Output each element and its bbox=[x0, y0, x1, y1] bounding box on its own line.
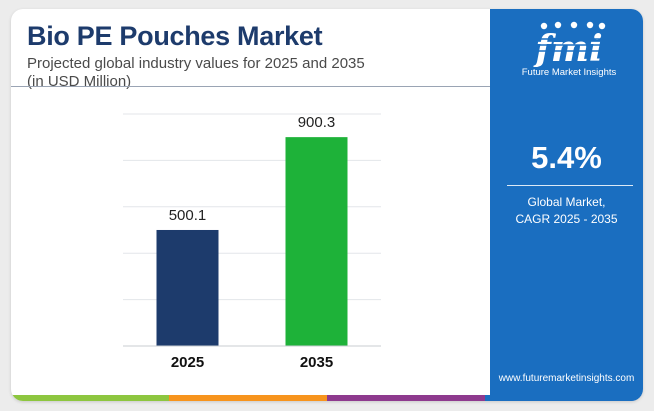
data-label-2035: 900.3 bbox=[298, 114, 336, 131]
subtitle-line-1: Projected global industry values for 202… bbox=[27, 55, 365, 72]
header-divider bbox=[11, 86, 490, 87]
bottom-bar-segment bbox=[327, 395, 485, 401]
infographic-card: Bio PE Pouches Market Projected global i… bbox=[11, 9, 643, 401]
x-tick-label-2035: 2035 bbox=[300, 354, 333, 371]
bottom-bar-segment bbox=[169, 395, 327, 401]
bottom-bar-segment bbox=[11, 395, 169, 401]
cagr-label-line-2: CAGR 2025 - 2035 bbox=[515, 212, 618, 226]
logo-wordmark: fmi bbox=[532, 28, 602, 67]
sidebar-panel: fmi Future Market Insights 5.4% Global M… bbox=[490, 9, 643, 401]
cagr-divider bbox=[507, 185, 633, 186]
chart-subtitle: Projected global industry values for 202… bbox=[27, 55, 365, 91]
fmi-logo: fmi Future Market Insights bbox=[514, 19, 624, 81]
bar-2035 bbox=[285, 137, 348, 346]
fmi-logo-icon: fmi bbox=[528, 21, 610, 70]
cagr-label-line-1: Global Market, bbox=[527, 195, 606, 209]
bottom-bar-segment bbox=[485, 395, 643, 401]
bar-2025 bbox=[156, 229, 219, 346]
x-tick-label-2025: 2025 bbox=[171, 354, 204, 371]
subtitle-line-2: (in USD Million) bbox=[27, 73, 132, 90]
data-label-2025: 500.1 bbox=[169, 207, 207, 224]
chart-title: Bio PE Pouches Market bbox=[27, 21, 323, 51]
logo-tagline: Future Market Insights bbox=[521, 67, 617, 78]
website-link[interactable]: www.futuremarketinsights.com bbox=[498, 373, 635, 384]
bar-chart: 500.1 2025 900.3 2035 bbox=[123, 113, 381, 371]
bottom-color-bar bbox=[11, 395, 643, 401]
cagr-value: 5.4% bbox=[531, 140, 602, 175]
cagr-label: Global Market, CAGR 2025 - 2035 bbox=[490, 194, 643, 228]
